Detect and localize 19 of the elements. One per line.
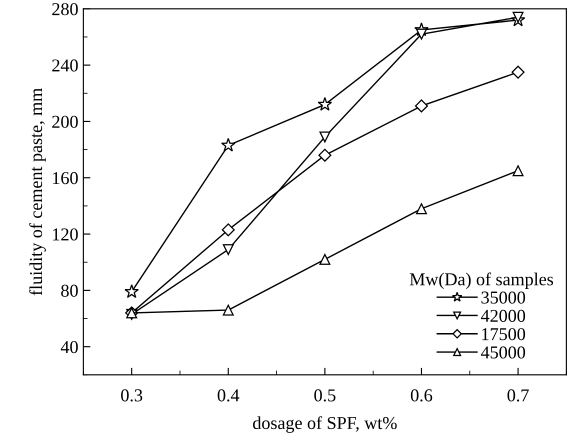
x-tick-label: 0.3 [121,389,142,402]
legend-label: 42000 [480,310,526,322]
y-tick-label: 160 [53,172,78,184]
y-tick-label: 200 [52,116,78,128]
y-tick-label: 120 [53,228,78,241]
y-tick-label: 280 [52,3,78,16]
legend-label: 35000 [481,291,526,304]
x-tick-label: 0.6 [410,389,432,402]
y-tick-label: 40 [60,340,78,354]
legend-title: Mw(Da) of samples [410,272,554,290]
x-tick-label: 0.5 [314,389,336,402]
x-tick-label: 0.4 [218,389,240,402]
legend-label: 45000 [480,346,526,359]
y-axis-title: fluidity of cement paste, mm [29,88,46,296]
x-axis-title: dosage of SPF, wt% [253,416,397,433]
x-tick-label: 0.7 [507,389,529,402]
y-tick-label: 240 [52,59,78,72]
y-tick-label: 80 [61,284,78,297]
legend-label: 17500 [482,328,526,340]
